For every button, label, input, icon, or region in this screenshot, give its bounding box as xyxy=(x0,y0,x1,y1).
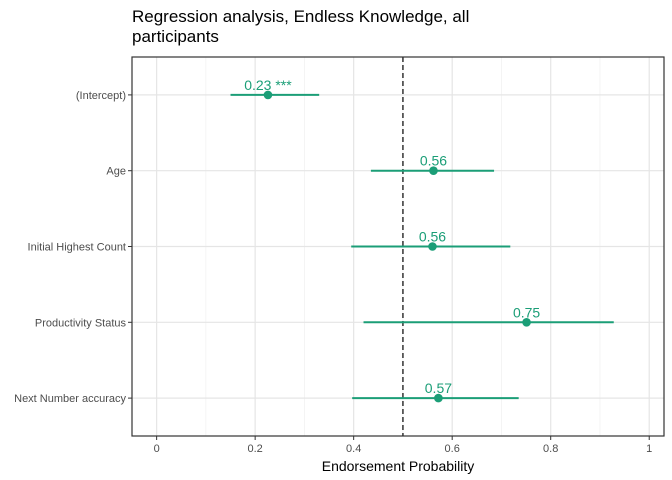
x-tick-label: 0.6 xyxy=(445,443,460,455)
estimate-label: 0.23 *** xyxy=(244,77,292,93)
chart-title-line-1: Regression analysis, Endless Knowledge, … xyxy=(132,7,469,26)
x-tick-label: 0.2 xyxy=(247,443,262,455)
estimate-point xyxy=(434,393,443,403)
category-label: Productivity Status xyxy=(35,317,127,329)
category-label: Next Number accuracy xyxy=(14,393,126,405)
category-label: Age xyxy=(106,166,126,178)
estimate-point xyxy=(429,166,438,175)
estimate-point xyxy=(263,90,273,100)
plot-area: 0 0.2 0.4 0.6 0.8 1 (Intercept) 0.23 *** Age 0.56… xyxy=(14,56,665,455)
estimate-label: 0.57 xyxy=(425,380,452,396)
x-axis-title: Endorsement Probability xyxy=(322,458,475,474)
estimate-label: 0.56 xyxy=(419,229,446,245)
estimate-point xyxy=(428,242,437,251)
estimate-label: 0.56 xyxy=(420,153,447,169)
x-tick-label: 0.4 xyxy=(346,443,361,455)
chart-title-line-2: participants xyxy=(132,27,219,46)
category-label: (Intercept) xyxy=(76,90,126,102)
estimate-point xyxy=(522,318,531,327)
x-tick-label: 1 xyxy=(646,443,652,455)
estimate-label: 0.75 xyxy=(513,304,540,320)
x-tick-label: 0.8 xyxy=(543,443,558,455)
x-tick-label: 0 xyxy=(154,443,160,455)
category-label: Initial Highest Count xyxy=(28,242,126,254)
